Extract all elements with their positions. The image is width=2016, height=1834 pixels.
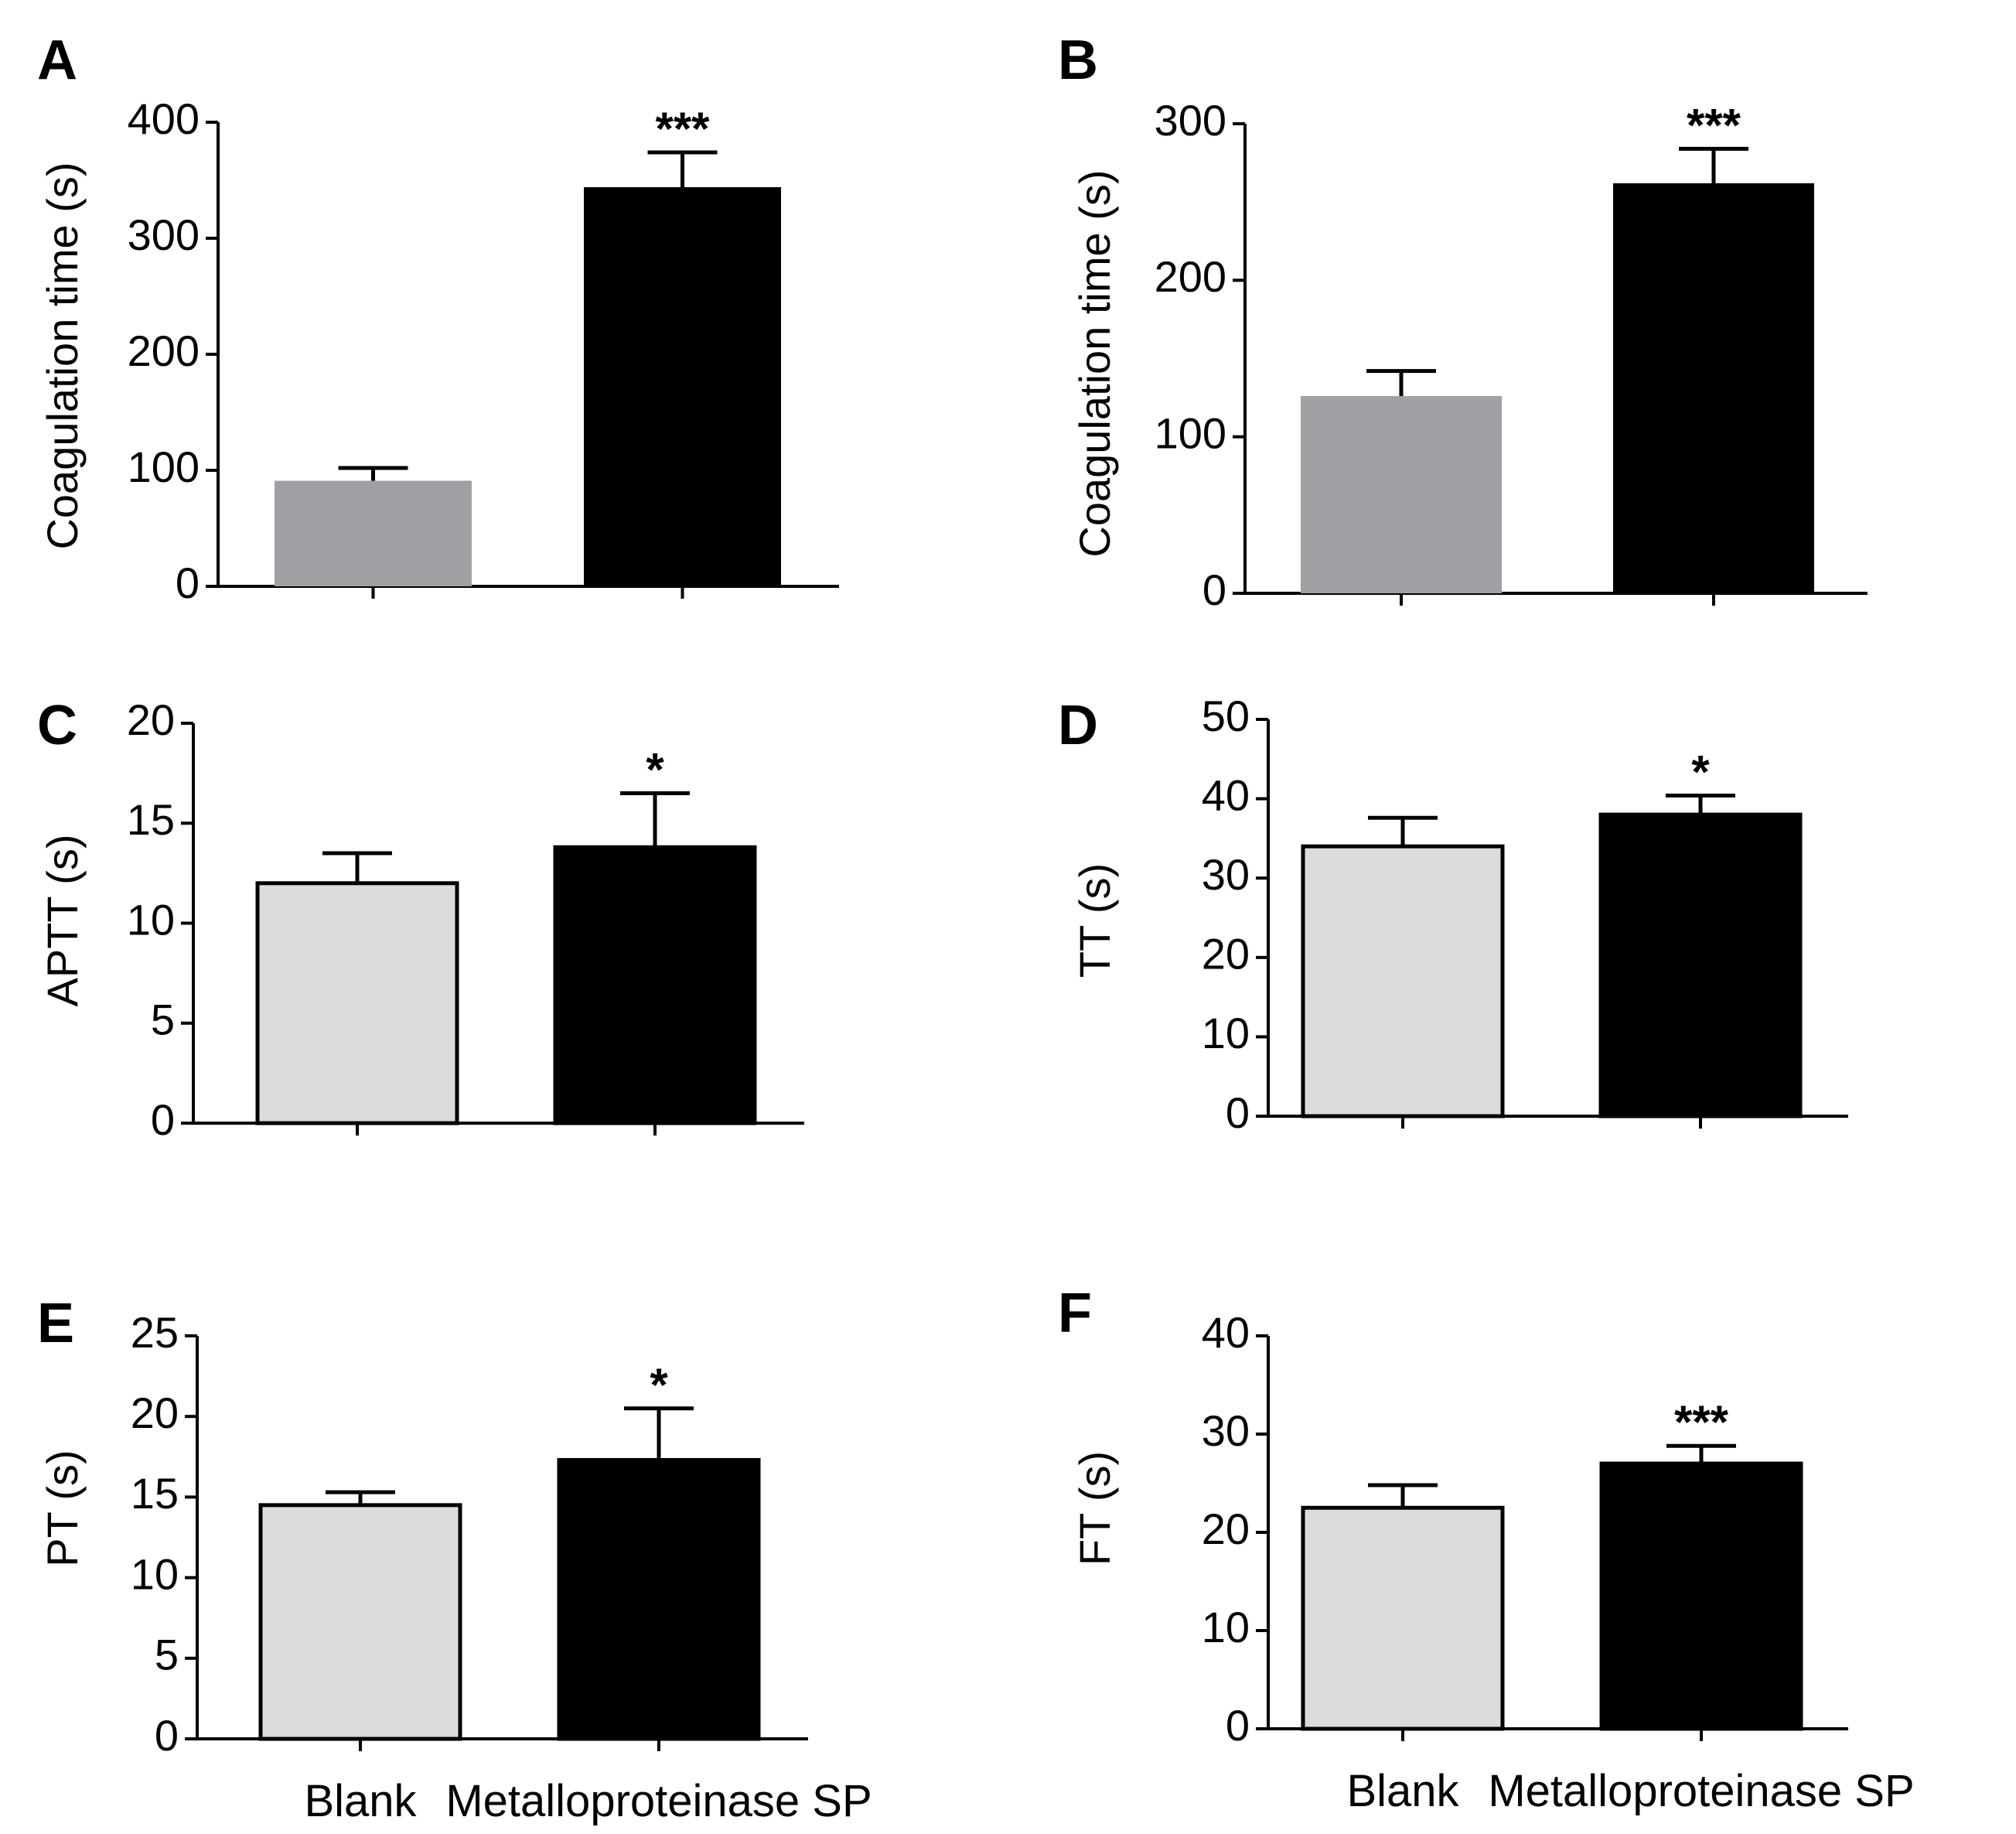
bar-metalloproteinase-sp — [1613, 183, 1814, 594]
bar-blank — [255, 881, 459, 1125]
x-category-label: Blank — [1346, 1766, 1459, 1816]
x-category-label: Metalloproteinase SP — [445, 1776, 872, 1826]
bar-metalloproteinase-sp — [1599, 1461, 1803, 1731]
y-tick-label: 300 — [128, 210, 200, 259]
panel-a: A Coagulation time (s) 0 100 200 300 400 *** — [37, 29, 839, 607]
panel-letter: E — [37, 1293, 74, 1354]
y-tick-label: 0 — [1226, 1701, 1250, 1750]
x-category-label: Metalloproteinase SP — [1488, 1766, 1914, 1816]
y-tick-label: 0 — [1226, 1088, 1250, 1137]
bar-metalloproteinase-sp — [1598, 812, 1803, 1119]
y-tick-label: 20 — [1202, 930, 1250, 978]
y-tick-label: 200 — [1155, 252, 1226, 301]
y-tick-label: 10 — [131, 1549, 179, 1598]
panel-letter: D — [1058, 695, 1098, 756]
y-tick-label: 5 — [155, 1631, 179, 1679]
y-tick-label: 20 — [131, 1388, 179, 1437]
panel-letter: B — [1058, 29, 1098, 91]
panel-b: B Coagulation time (s) 0 100 200 300 *** — [1058, 29, 1868, 614]
y-tick-label: 40 — [1202, 770, 1250, 819]
y-axis-title: PT (s) — [38, 1450, 87, 1566]
bar-blank — [275, 480, 472, 586]
significance-marker: *** — [1687, 99, 1741, 151]
significance-marker: * — [646, 743, 664, 795]
panel-c: C APTT (s) 0 5 10 15 20 * — [37, 695, 804, 1144]
y-tick-label: 200 — [128, 326, 200, 375]
y-tick-label: 25 — [131, 1308, 179, 1357]
y-tick-label: 15 — [131, 1469, 179, 1518]
y-axis-title: APTT (s) — [38, 835, 87, 1007]
y-axis-title: FT (s) — [1070, 1451, 1119, 1566]
y-tick-label: 5 — [151, 996, 175, 1044]
bar-metalloproteinase-sp — [584, 187, 781, 586]
panel-letter: C — [37, 695, 77, 756]
y-axis-title: Coagulation time (s) — [1070, 169, 1119, 557]
y-tick-label: 300 — [1155, 96, 1226, 145]
significance-marker: *** — [655, 103, 710, 155]
y-tick-label: 10 — [127, 895, 175, 944]
bar-blank — [1301, 1505, 1505, 1731]
y-axis-title: TT (s) — [1070, 863, 1119, 978]
bar-metalloproteinase-sp — [553, 845, 757, 1125]
y-tick-label: 50 — [1202, 692, 1250, 740]
significance-marker: * — [1691, 746, 1710, 797]
panel-letter: A — [37, 29, 77, 91]
y-tick-label: 100 — [1155, 408, 1226, 457]
y-tick-label: 10 — [1202, 1009, 1250, 1057]
panel-letter: F — [1058, 1282, 1092, 1344]
y-tick-label: 0 — [176, 558, 200, 607]
panel-d: D TT (s) 0 10 20 30 40 50 * — [1058, 692, 1848, 1137]
x-category-label: Blank — [304, 1776, 417, 1826]
y-tick-label: 30 — [1202, 850, 1250, 899]
y-tick-label: 0 — [155, 1711, 179, 1760]
y-tick-label: 20 — [127, 695, 175, 744]
y-tick-label: 100 — [128, 442, 200, 491]
y-tick-label: 0 — [1202, 565, 1226, 614]
y-tick-label: 15 — [127, 795, 175, 844]
y-tick-label: 10 — [1202, 1603, 1250, 1651]
y-tick-label: 20 — [1202, 1504, 1250, 1553]
y-tick-label: 40 — [1202, 1308, 1250, 1357]
bar-metalloproteinase-sp — [557, 1457, 761, 1741]
bar-blank — [1301, 844, 1505, 1119]
y-tick-label: 30 — [1202, 1406, 1250, 1455]
significance-marker: *** — [1674, 1396, 1729, 1448]
y-axis-title: Coagulation time (s) — [38, 162, 87, 549]
panel-f: F FT (s) 0 10 20 30 40 Blank *** Metalloproteinas… — [1058, 1282, 1915, 1816]
y-tick-label: 400 — [128, 94, 200, 143]
bar-blank — [1301, 396, 1502, 593]
panel-e: E PT (s) 0 5 10 15 20 25 Blank * Metalloproteinase… — [37, 1293, 872, 1826]
y-tick-label: 0 — [151, 1095, 175, 1144]
bar-blank — [258, 1503, 462, 1741]
significance-marker: * — [650, 1359, 668, 1411]
